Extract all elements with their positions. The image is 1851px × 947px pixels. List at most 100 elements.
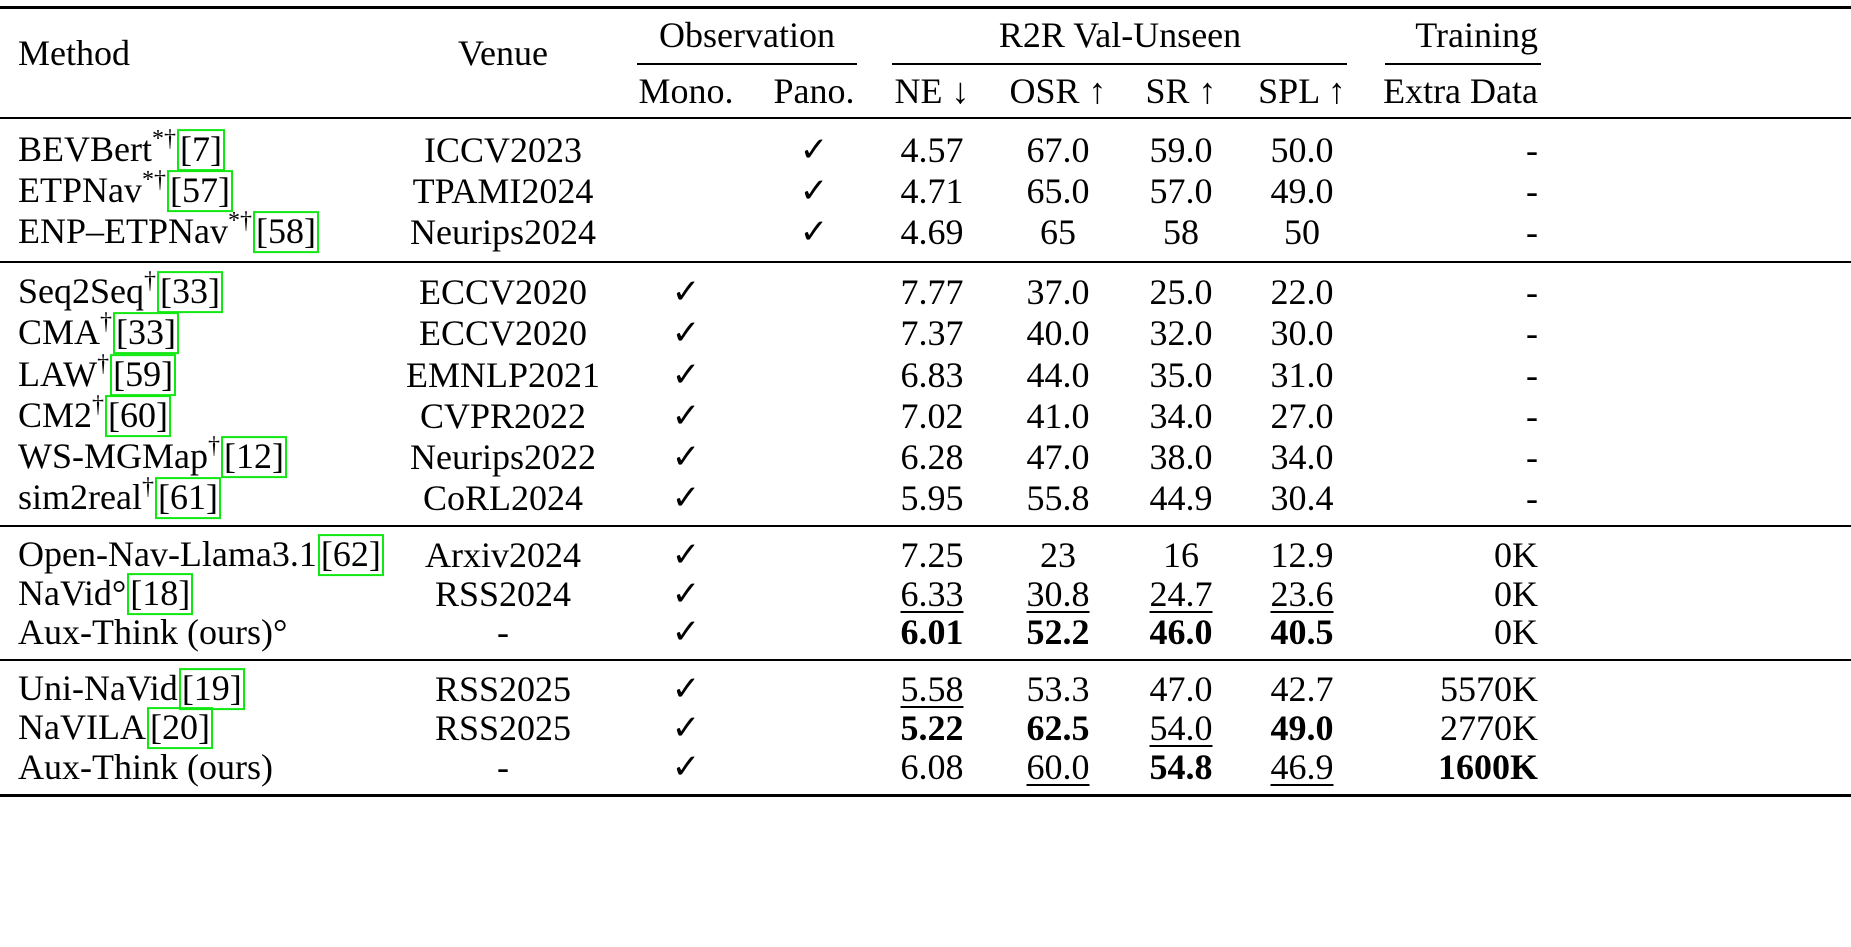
osr-cell: 47.0 <box>1026 437 1090 477</box>
osr-cell: 40.0 <box>1026 313 1090 353</box>
citation-link[interactable]: [59] <box>110 354 177 396</box>
venue-cell: CVPR2022 <box>419 396 587 436</box>
method-footnote-mark: † <box>141 474 154 501</box>
header-pano: Pano. <box>773 71 855 111</box>
mono-check-icon: ✓ <box>671 396 701 436</box>
ne-cell: 4.57 <box>900 130 964 170</box>
method-cell: LAW† [59] <box>18 351 177 396</box>
extra-data-cell: - <box>1526 396 1538 436</box>
ne-cell: 5.58 <box>900 669 964 709</box>
osr-cell: 52.2 <box>1026 612 1090 652</box>
method-name: NaVILA <box>18 707 146 748</box>
method-footnote-mark: † <box>97 351 110 378</box>
citation-link[interactable]: [20] <box>146 707 213 749</box>
sr-cell: 25.0 <box>1149 272 1213 312</box>
citation-link[interactable]: [7] <box>176 129 225 171</box>
extra-data-cell: - <box>1526 313 1538 353</box>
method-name: Seq2Seq <box>18 271 144 312</box>
citation-link[interactable]: [19] <box>178 668 245 710</box>
method-cell: Aux-Think (ours) <box>18 749 273 785</box>
extra-data-cell: 0K <box>1494 535 1538 575</box>
mono-check-icon: ✓ <box>671 437 701 477</box>
method-name: CM2 <box>18 395 93 436</box>
sr-cell: 54.0 <box>1149 708 1213 748</box>
mono-check-icon: ✓ <box>671 612 701 652</box>
header-osr: OSR ↑ <box>1009 71 1107 111</box>
method-cell: Open-Nav-Llama3.1 [62] <box>18 534 384 576</box>
osr-cell: 41.0 <box>1026 396 1090 436</box>
mono-check-icon: ✓ <box>671 747 701 787</box>
spl-cell: 27.0 <box>1270 396 1334 436</box>
top-rule <box>0 6 1851 9</box>
citation-link[interactable]: [61] <box>154 477 221 519</box>
ne-cell: 6.83 <box>900 355 964 395</box>
method-name: BEVBert <box>18 129 152 170</box>
venue-cell: ICCV2023 <box>423 130 583 170</box>
method-cell: CMA† [33] <box>18 309 180 354</box>
mono-check-icon: ✓ <box>671 355 701 395</box>
header-r2r-val-unseen: R2R Val-Unseen <box>998 15 1242 55</box>
ne-cell: 4.69 <box>900 212 964 252</box>
sr-cell: 57.0 <box>1149 171 1213 211</box>
training-cmidrule <box>1385 63 1541 65</box>
venue-cell: RSS2025 <box>434 708 572 748</box>
ne-cell: 7.02 <box>900 396 964 436</box>
bottom-rule <box>0 794 1851 797</box>
extra-data-cell: - <box>1526 171 1538 211</box>
citation-link[interactable]: [33] <box>113 312 180 354</box>
citation-link[interactable]: [58] <box>253 211 319 253</box>
mono-check-icon: ✓ <box>671 313 701 353</box>
osr-cell: 62.5 <box>1026 708 1090 748</box>
observation-cmidrule <box>637 63 857 65</box>
venue-cell: - <box>497 747 509 787</box>
venue-cell: ECCV2020 <box>418 272 588 312</box>
method-name: ETPNav <box>18 170 142 211</box>
method-cell: NaVILA [20] <box>18 707 213 749</box>
extra-data-cell: 2770K <box>1440 708 1538 748</box>
osr-cell: 30.8 <box>1026 574 1090 614</box>
osr-cell: 23 <box>1040 535 1076 575</box>
sr-cell: 16 <box>1163 535 1199 575</box>
citation-link[interactable]: [33] <box>157 271 223 313</box>
sr-cell: 47.0 <box>1149 669 1213 709</box>
method-name: Open-Nav-Llama3.1 <box>18 534 317 575</box>
method-name: Aux-Think (ours)° <box>18 612 288 652</box>
extra-data-cell: 0K <box>1494 612 1538 652</box>
citation-link[interactable]: [62] <box>317 534 384 576</box>
header-observation: Observation <box>659 15 835 55</box>
spl-cell: 46.9 <box>1270 747 1334 787</box>
citation-link[interactable]: [57] <box>166 170 233 212</box>
header-spl: SPL ↑ <box>1258 71 1346 111</box>
spl-cell: 49.0 <box>1270 171 1334 211</box>
sr-cell: 46.0 <box>1149 612 1213 652</box>
mono-check-icon: ✓ <box>671 708 701 748</box>
header-training: Training <box>1415 15 1538 55</box>
method-cell: ENP–ETPNav*† [58] <box>18 208 319 253</box>
method-cell: BEVBert*† [7] <box>18 127 225 171</box>
header-sr: SR ↑ <box>1145 71 1217 111</box>
spl-cell: 30.4 <box>1270 478 1334 518</box>
method-name: sim2real <box>18 477 142 518</box>
spl-cell: 12.9 <box>1270 535 1334 575</box>
citation-link[interactable]: [12] <box>220 436 287 478</box>
method-name: NaVid° <box>18 573 127 614</box>
citation-link[interactable]: [18] <box>127 573 194 615</box>
method-cell: Seq2Seq† [33] <box>18 268 223 313</box>
venue-cell: Neurips2024 <box>410 212 596 252</box>
osr-cell: 55.8 <box>1026 478 1090 518</box>
venue-cell: ECCV2020 <box>418 313 588 353</box>
spl-cell: 30.0 <box>1270 313 1334 353</box>
method-footnote-mark: *† <box>141 167 166 194</box>
method-footnote-mark: † <box>100 309 113 336</box>
sr-cell: 34.0 <box>1149 396 1213 436</box>
osr-cell: 65.0 <box>1026 171 1090 211</box>
method-footnote-mark: † <box>144 268 156 295</box>
method-footnote-mark: *† <box>228 208 252 235</box>
mono-check-icon: ✓ <box>671 478 701 518</box>
sr-cell: 54.8 <box>1149 747 1213 787</box>
citation-link[interactable]: [60] <box>105 395 172 437</box>
pano-check-icon: ✓ <box>799 130 829 170</box>
osr-cell: 67.0 <box>1026 130 1090 170</box>
osr-cell: 37.0 <box>1026 272 1090 312</box>
